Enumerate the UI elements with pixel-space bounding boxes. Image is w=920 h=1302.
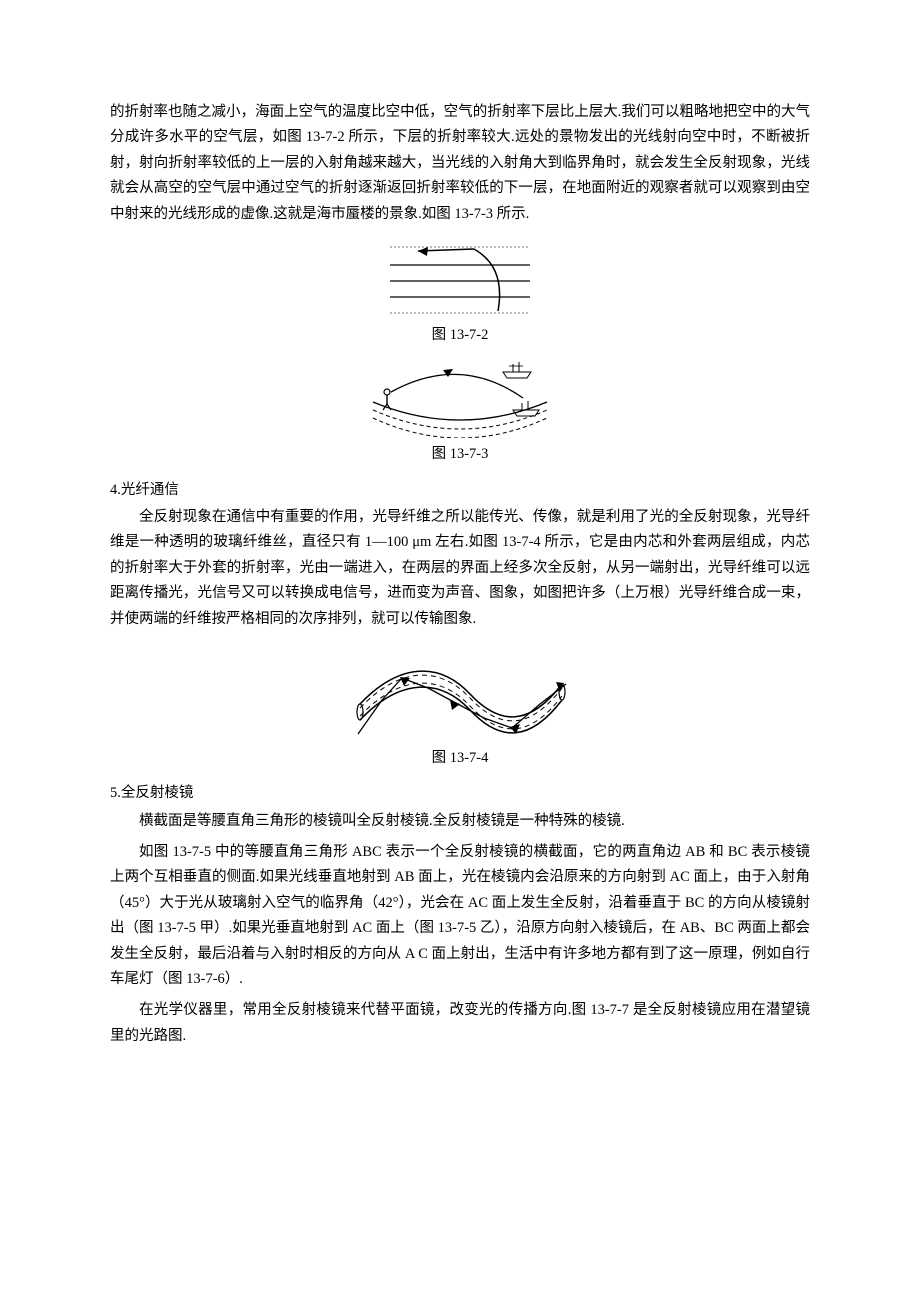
figure-13-7-3: 图 13-7-3 [110, 358, 810, 467]
heading-4-optical-fiber: 4.光纤通信 [110, 478, 810, 503]
figure-caption-13-7-3: 图 13-7-3 [432, 442, 489, 467]
body-paragraph-1: 的折射率也随之减小，海面上空气的温度比空中低，空气的折射率下层比上层大.我们可以… [110, 100, 810, 227]
air-layers-diagram-icon [380, 237, 540, 319]
mirage-diagram-icon [365, 358, 555, 438]
body-paragraph-2: 全反射现象在通信中有重要的作用，光导纤维之所以能传光、传像，就是利用了光的全反射… [110, 505, 810, 632]
body-paragraph-3: 横截面是等腰直角三角形的棱镜叫全反射棱镜.全反射棱镜是一种特殊的棱镜. [110, 809, 810, 834]
figure-13-7-2: 图 13-7-2 [110, 237, 810, 348]
figure-13-7-4: 图 13-7-4 [110, 642, 810, 771]
optical-fiber-diagram-icon [350, 642, 570, 742]
body-paragraph-5: 在光学仪器里，常用全反射棱镜来代替平面镜，改变光的传播方向.图 13-7-7 是… [110, 998, 810, 1049]
heading-5-total-reflection-prism: 5.全反射棱镜 [110, 781, 810, 806]
figure-caption-13-7-2: 图 13-7-2 [432, 323, 489, 348]
body-paragraph-4: 如图 13-7-5 中的等腰直角三角形 ABC 表示一个全反射棱镜的横截面，它的… [110, 840, 810, 992]
figure-caption-13-7-4: 图 13-7-4 [432, 746, 489, 771]
